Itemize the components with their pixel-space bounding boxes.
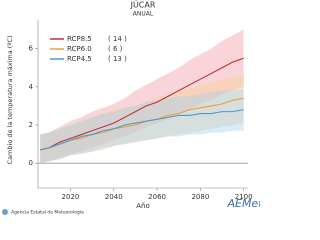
x-tick-label: 2020 xyxy=(62,193,80,201)
y-tick-label: 2 xyxy=(29,121,33,129)
chart-title: JÚCAR xyxy=(130,0,156,10)
legend-label: RCP6.0 xyxy=(67,45,92,53)
legend-label: RCP8.5 xyxy=(67,35,92,43)
series-line xyxy=(40,109,244,151)
footer-icon xyxy=(2,209,8,215)
legend-label: RCP4.5 xyxy=(67,55,92,63)
chart: JÚCAR ANUAL Año Cambio de la temperatura… xyxy=(2,0,260,216)
y-axis-label: Cambio de la temperatura máxima (ºC) xyxy=(6,36,14,165)
logo: AEMet xyxy=(226,197,260,210)
series-line xyxy=(40,57,244,151)
chart-subtitle: ANUAL xyxy=(133,11,154,18)
uncertainty-band xyxy=(40,29,244,164)
legend-count: ( 14 ) xyxy=(108,35,127,43)
y-tick-label: 0 xyxy=(29,159,33,167)
x-tick-label: 2040 xyxy=(105,193,123,201)
uncertainty-band xyxy=(40,73,244,164)
footer: Agencia Estatal de Meteorología xyxy=(11,209,84,216)
x-axis-label: Año xyxy=(136,202,150,210)
x-tick-label: 2060 xyxy=(148,193,166,201)
x-tick-label: 2100 xyxy=(235,193,253,201)
uncertainty-band xyxy=(40,88,244,164)
y-tick-label: 4 xyxy=(29,83,34,91)
x-tick-label: 2080 xyxy=(191,193,209,201)
y-tick-label: 6 xyxy=(29,45,34,53)
legend-count: ( 6 ) xyxy=(108,45,123,53)
legend-count: ( 13 ) xyxy=(108,55,127,63)
